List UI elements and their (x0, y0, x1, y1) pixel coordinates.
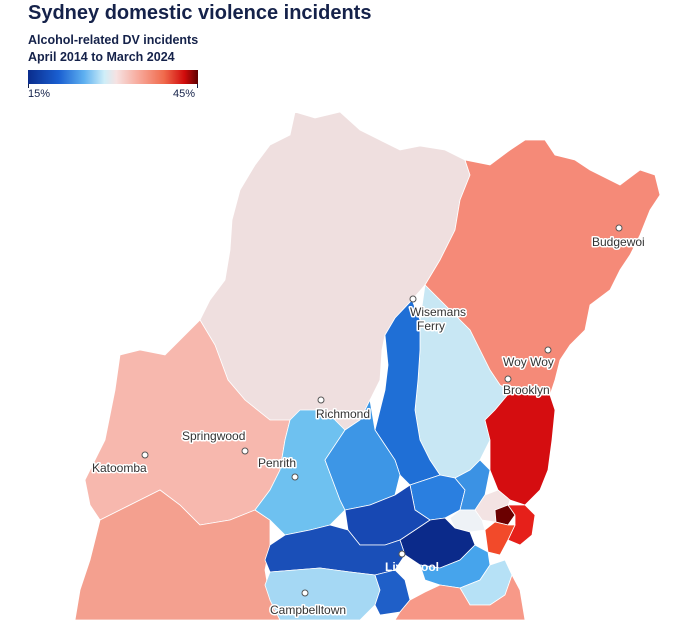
color-scale-legend (28, 70, 198, 84)
label-richmond: Richmond (316, 407, 370, 421)
region-south-coast[interactable] (394, 574, 526, 620)
chart-subtitle-metric: Alcohol-related DV incidents (28, 33, 199, 47)
region-hawkesbury[interactable] (199, 111, 471, 433)
region-eastern-suburbs[interactable] (507, 504, 536, 546)
label-budgewoi: Budgewoi (592, 235, 645, 249)
legend-ticks (28, 84, 198, 88)
label-liverpool: Liverpool (385, 560, 439, 574)
brooklyn-marker (504, 375, 512, 383)
region-northern-beaches[interactable] (484, 391, 556, 506)
wisemans-ferry-marker (409, 295, 417, 303)
woy-woy-marker (544, 346, 552, 354)
label-springwood: Springwood (182, 429, 245, 443)
label-brooklyn: Brooklyn (503, 383, 550, 397)
springwood-marker (241, 447, 249, 455)
katoomba-marker (141, 451, 149, 459)
chart-subtitle-period: April 2014 to March 2024 (28, 50, 175, 64)
region-blacktown[interactable] (324, 398, 401, 511)
legend-max-label: 45% (173, 88, 196, 100)
penrith-marker (291, 473, 299, 481)
label-penrith: Penrith (258, 456, 296, 470)
label-woy-woy: Woy Woy (503, 355, 554, 369)
budgewoi-marker (615, 224, 623, 232)
label-katoomba: Katoomba (92, 461, 147, 475)
label-wisemans-ferry-line1: Wisemans (410, 305, 466, 319)
region-inner-south[interactable] (484, 521, 516, 556)
region-wollondilly[interactable] (74, 489, 281, 620)
label-wisemans-ferry-line2: Ferry (417, 319, 445, 333)
liverpool-marker (398, 550, 406, 558)
legend-min-label: 15% (28, 88, 51, 100)
chart-title: Sydney domestic violence incidents (28, 2, 372, 24)
richmond-marker (317, 396, 325, 404)
region-sydney-cbd[interactable] (494, 504, 516, 526)
label-campbelltown: Campbelltown (270, 603, 346, 617)
campbelltown-marker (301, 589, 309, 597)
